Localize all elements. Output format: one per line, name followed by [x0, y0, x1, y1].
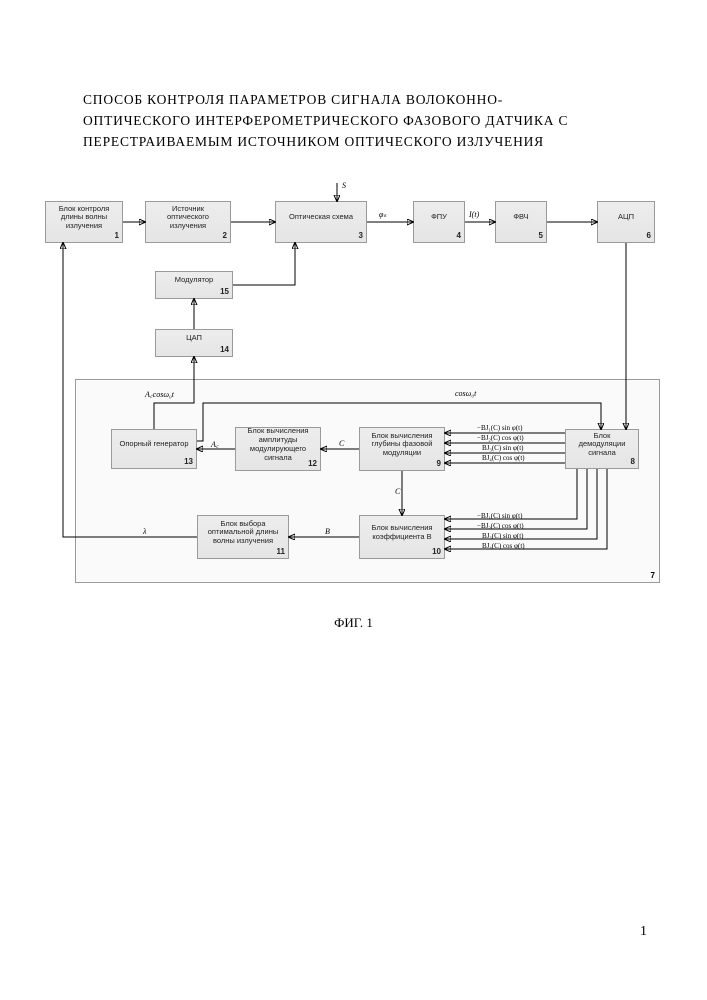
label-c2: C [395, 487, 400, 496]
block-amplitude-calc: Блок вычисления амплитуды модулирующего … [235, 427, 321, 471]
label-c1: C [339, 439, 344, 448]
signal-bot-1: −BJ₁(C) sin φ(t) [477, 512, 522, 520]
label-acos: A꜀cosω₀t [145, 389, 174, 400]
block-optical-source: Источник оптического излучения 2 [145, 201, 231, 243]
block-number: 5 [539, 231, 543, 240]
block-coef-b: Блок вычисления коэффициента B 10 [359, 515, 445, 559]
block-label: Блок вычисления амплитуды модулирующего … [240, 427, 316, 462]
block-hpf: ФВЧ 5 [495, 201, 547, 243]
block-wavelength-select: Блок выбора оптимальной длины волны излу… [197, 515, 289, 559]
signal-top-3: BJ₃(C) sin φ(t) [482, 444, 523, 452]
block-number: 8 [631, 457, 635, 466]
block-demodulation: Блок демодуляции сигнала 8 [565, 429, 639, 469]
block-diagram: 7 Блок контроля длины волны излучения 1 … [45, 181, 665, 601]
block-label: Блок вычисления коэффициента B [364, 524, 440, 542]
label-s: S [342, 181, 346, 190]
label-lambda: λ [143, 527, 146, 536]
block-optical-scheme: Оптическая схема 3 [275, 201, 367, 243]
block-label: Блок вычисления глубины фазовой модуляци… [364, 432, 440, 459]
block-number: 3 [359, 231, 363, 240]
signal-bot-4: BJ₄(C) cos φ(t) [482, 542, 525, 550]
block-adc: АЦП 6 [597, 201, 655, 243]
block-label: Оптическая схема [289, 213, 353, 222]
signal-bot-2: −BJ₂(C) cos φ(t) [477, 522, 524, 530]
block-label: Модулятор [175, 276, 213, 285]
block-number: 10 [432, 547, 441, 556]
block-number: 6 [647, 231, 651, 240]
block-modulator: Модулятор 15 [155, 271, 233, 299]
block-depth-calc: Блок вычисления глубины фазовой модуляци… [359, 427, 445, 471]
block-label: Блок выбора оптимальной длины волны излу… [202, 520, 284, 547]
block-number: 14 [220, 345, 229, 354]
block-label: Блок контроля длины волны излучения [50, 205, 118, 232]
signal-top-4: BJ₄(C) cos φ(t) [482, 454, 525, 462]
title-line-3: ПЕРЕСТРАИВАЕМЫМ ИСТОЧНИКОМ ОПТИЧЕСКОГО И… [83, 134, 544, 149]
block-label: Опорный генератор [120, 440, 189, 449]
block-number: 9 [437, 459, 441, 468]
block-label: ФПУ [431, 213, 447, 222]
block-number: 13 [184, 457, 193, 466]
block-label: ЦАП [186, 334, 202, 343]
label-cos: cosω₀t [455, 389, 476, 398]
block-number: 11 [277, 547, 285, 556]
signal-bot-3: BJ₃(C) sin φ(t) [482, 532, 523, 540]
block-label: ФВЧ [513, 213, 528, 222]
page-number: 1 [640, 924, 647, 940]
title-line-2: ОПТИЧЕСКОГО ИНТЕРФЕРОМЕТРИЧЕСКОГО ФАЗОВО… [83, 113, 568, 128]
block-number: 7 [651, 571, 655, 580]
block-wavelength-control: Блок контроля длины волны излучения 1 [45, 201, 123, 243]
block-number: 4 [457, 231, 461, 240]
block-number: 15 [220, 287, 229, 296]
document-title: СПОСОБ КОНТРОЛЯ ПАРАМЕТРОВ СИГНАЛА ВОЛОК… [83, 90, 654, 153]
block-label: Блок демодуляции сигнала [570, 432, 634, 459]
block-number: 12 [308, 459, 317, 468]
signal-top-2: −BJ₂(C) cos φ(t) [477, 434, 524, 442]
block-number: 2 [223, 231, 227, 240]
block-label: Источник оптического излучения [150, 205, 226, 232]
block-dac: ЦАП 14 [155, 329, 233, 357]
block-fpu: ФПУ 4 [413, 201, 465, 243]
block-label: АЦП [618, 213, 634, 222]
block-number: 1 [115, 231, 119, 240]
label-phi: φₛ [379, 210, 386, 219]
label-it: I(t) [469, 210, 479, 219]
label-b: B [325, 527, 330, 536]
title-line-1: СПОСОБ КОНТРОЛЯ ПАРАМЕТРОВ СИГНАЛА ВОЛОК… [83, 92, 503, 107]
label-ac: A꜀ [211, 439, 219, 450]
block-reference-gen: Опорный генератор 13 [111, 429, 197, 469]
signal-top-1: −BJ₁(C) sin φ(t) [477, 424, 522, 432]
figure-caption: ФИГ. 1 [45, 615, 662, 631]
